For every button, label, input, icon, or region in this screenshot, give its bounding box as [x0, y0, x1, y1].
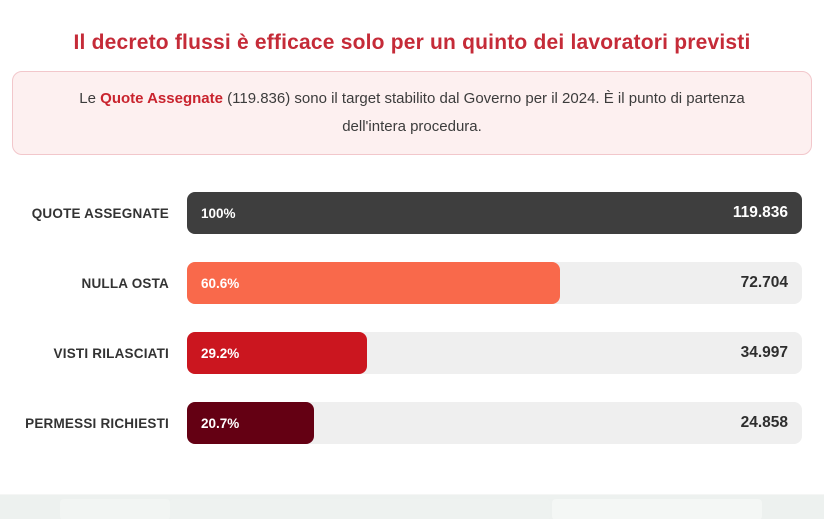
- bar-percent-label: 20.7%: [201, 415, 240, 431]
- bar-value-label: 72.704: [740, 274, 788, 291]
- bar-track: 100% 119.836: [187, 192, 802, 234]
- bar-label: NULLA OSTA: [81, 275, 169, 291]
- bar-label: PERMESSI RICHIESTI: [25, 415, 169, 431]
- info-text-highlight: Quote Assegnate: [100, 90, 223, 107]
- bar-fill: 29.2%: [187, 332, 367, 374]
- bar-value-label: 119.836: [732, 204, 788, 221]
- bar-value-label: 24.858: [740, 414, 788, 431]
- blurred-background-shape: [552, 499, 762, 519]
- bar-track: 29.2% 34.997: [187, 332, 802, 374]
- bar-fill: 60.6%: [187, 262, 560, 304]
- bar-track: 60.6% 72.704: [187, 262, 802, 304]
- bar-label: QUOTE ASSEGNATE: [31, 205, 169, 221]
- info-text-prefix: Le: [79, 90, 101, 107]
- info-callout: Le Quote Assegnate (119.836) sono il tar…: [12, 71, 812, 155]
- bar-track: 20.7% 24.858: [187, 402, 802, 444]
- bar-row-visti-rilasciati: VISTI RILASCIATI 29.2% 34.997: [0, 332, 802, 374]
- bar-row-quote-assegnate: QUOTE ASSEGNATE 100% 119.836: [0, 192, 802, 234]
- bar-percent-label: 100%: [201, 205, 236, 221]
- horizontal-bar-chart: QUOTE ASSEGNATE 100% 119.836 NULLA OSTA …: [0, 192, 824, 444]
- bar-value-label: 34.997: [740, 344, 788, 361]
- chart-title: Il decreto flussi è efficace solo per un…: [73, 31, 751, 54]
- bar-percent-label: 60.6%: [201, 275, 240, 291]
- bar-fill: 100%: [187, 192, 802, 234]
- bar-row-permessi-richiesti: PERMESSI RICHIESTI 20.7% 24.858: [0, 402, 802, 444]
- blurred-background-shape: [170, 499, 550, 519]
- bar-fill: 20.7%: [187, 402, 315, 444]
- bar-row-nulla-osta: NULLA OSTA 60.6% 72.704: [0, 262, 802, 304]
- blurred-background-shape: [60, 499, 170, 519]
- info-text-suffix: (119.836) sono il target stabilito dal G…: [222, 90, 745, 135]
- bar-label: VISTI RILASCIATI: [53, 345, 169, 361]
- partially-visible-next-section: [0, 494, 824, 519]
- bar-percent-label: 29.2%: [201, 345, 240, 361]
